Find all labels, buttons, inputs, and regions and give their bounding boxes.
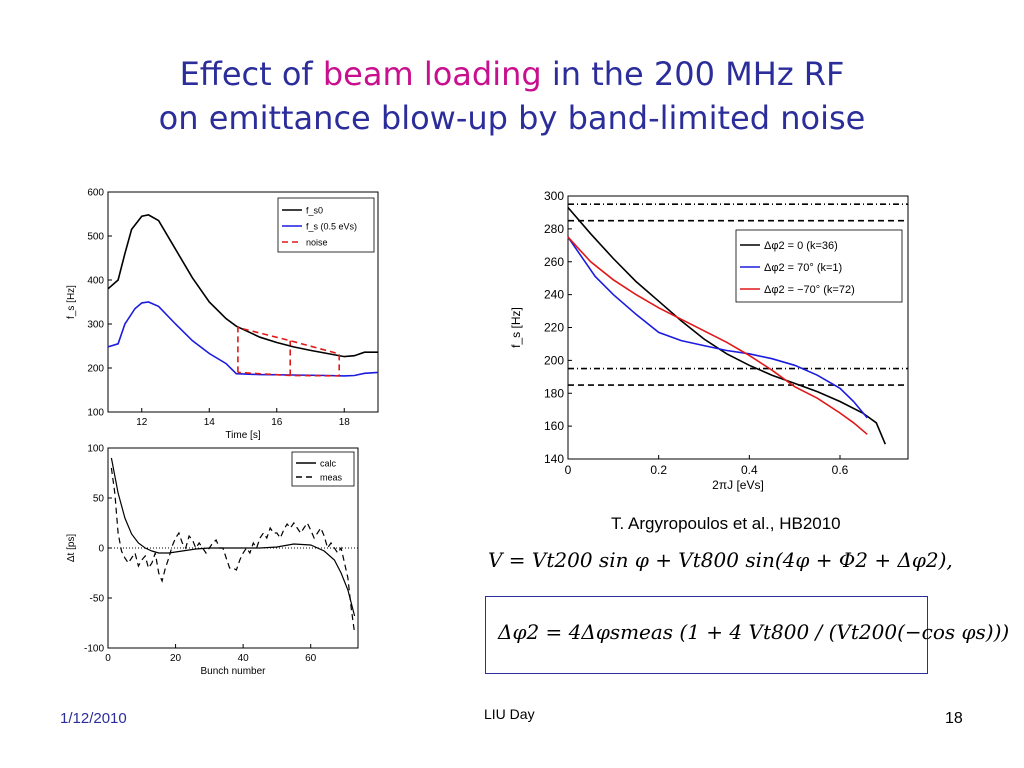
x-axis-label: Bunch number xyxy=(200,666,266,677)
x-tick-label: 18 xyxy=(339,417,351,428)
title-post: in the 200 MHz RF xyxy=(541,55,845,93)
legend-label: meas xyxy=(320,472,343,482)
legend-label: noise xyxy=(306,237,328,247)
y-tick-label: 160 xyxy=(544,419,564,433)
y-tick-label: 50 xyxy=(93,493,105,504)
equation-voltage-text: V = Vt200 sin φ + Vt800 sin(4φ + Φ2 + Δφ… xyxy=(488,548,953,572)
legend-label: f_s (0.5 eVs) xyxy=(306,221,357,231)
footer-center: LIU Day xyxy=(484,706,535,722)
y-tick-label: 0 xyxy=(98,543,104,554)
chart-synchrotron-frequency-vs-time: 12 14 16 18 100 200 300 400 500 600 Time [s] f_s [H… xyxy=(66,187,379,441)
slide-title: Effect of beam loading in the 200 MHz RF… xyxy=(0,52,1024,140)
y-tick-label: 220 xyxy=(544,321,564,335)
x-tick-label: 40 xyxy=(238,653,250,664)
x-tick-label: 0.2 xyxy=(650,463,667,477)
equation-phase-shift: Δφ2 = 4Δφsmeas (1 + 4 Vt800 / (Vt200(−co… xyxy=(498,620,1009,644)
legend-label: calc xyxy=(320,458,337,468)
equation-phase-shift-text: Δφ2 = 4Δφsmeas (1 + 4 Vt800 / (Vt200(−co… xyxy=(498,620,1010,644)
y-tick-label: 200 xyxy=(87,363,104,374)
y-axis-label: f_s [Hz] xyxy=(66,285,77,319)
equation-voltage: V = Vt200 sin φ + Vt800 sin(4φ + Φ2 + Δφ… xyxy=(488,548,953,572)
y-tick-label: 280 xyxy=(544,222,564,236)
y-tick-label: 240 xyxy=(544,288,564,302)
x-tick-label: 0.4 xyxy=(741,463,758,477)
y-tick-label: -50 xyxy=(90,593,105,604)
y-tick-label: 260 xyxy=(544,255,564,269)
y-tick-label: 300 xyxy=(544,189,564,203)
y-tick-label: 500 xyxy=(87,231,104,242)
y-tick-label: 600 xyxy=(87,187,104,198)
title-pre: Effect of xyxy=(179,55,323,93)
y-axis-label: f_s [Hz] xyxy=(509,307,523,348)
y-tick-label: 180 xyxy=(544,386,564,400)
legend-label: Δφ2 = −70° (k=72) xyxy=(764,284,855,296)
x-tick-label: 12 xyxy=(136,417,148,428)
x-tick-label: 16 xyxy=(271,417,283,428)
title-line-1: Effect of beam loading in the 200 MHz RF xyxy=(0,52,1024,96)
y-tick-label: 100 xyxy=(87,407,104,418)
x-tick-label: 0.6 xyxy=(832,463,849,477)
series-line xyxy=(110,467,356,634)
legend-box xyxy=(735,229,903,303)
x-tick-label: 14 xyxy=(204,417,216,428)
y-tick-label: 300 xyxy=(87,319,104,330)
y-tick-label: 400 xyxy=(87,275,104,286)
page-number: 18 xyxy=(945,710,963,727)
footer-date: 1/12/2010 xyxy=(60,710,127,727)
chart-bunch-position-shift: 0 20 40 60 -100 -50 0 50 100 Bunch number Δt [ps] c… xyxy=(66,443,359,677)
y-tick-label: 140 xyxy=(544,452,564,466)
series-line xyxy=(567,236,868,419)
x-tick-label: 20 xyxy=(170,653,182,664)
legend-box xyxy=(277,197,375,253)
legend-box xyxy=(291,451,355,487)
series-line xyxy=(567,206,887,445)
legend-label: Δφ2 = 70° (k=1) xyxy=(764,262,842,274)
x-tick-label: 60 xyxy=(305,653,317,664)
legend-label: Δφ2 = 0 (k=36) xyxy=(764,240,838,252)
x-tick-label: 0 xyxy=(105,653,111,664)
y-tick-label: -100 xyxy=(84,643,104,654)
y-tick-label: 200 xyxy=(544,353,564,367)
title-line-2: on emittance blow-up by band-limited noi… xyxy=(158,99,866,137)
x-axis-label: Time [s] xyxy=(225,430,260,441)
legend-label: f_s0 xyxy=(306,205,323,215)
chart-synchrotron-frequency-vs-emittance: 0 0.2 0.4 0.6 140 160 180 200 220 240 260 280 300 2πJ… xyxy=(509,189,909,492)
citation: T. Argyropoulos et al., HB2010 xyxy=(611,514,841,533)
equation-box xyxy=(485,596,928,674)
title-highlight: beam loading xyxy=(322,55,542,93)
y-tick-label: 100 xyxy=(87,443,104,454)
x-tick-label: 0 xyxy=(565,463,572,477)
series-line xyxy=(107,301,379,377)
series-line xyxy=(567,236,868,435)
y-axis-label: Δt [ps] xyxy=(66,534,77,563)
x-axis-label: 2πJ [eVs] xyxy=(712,478,764,492)
